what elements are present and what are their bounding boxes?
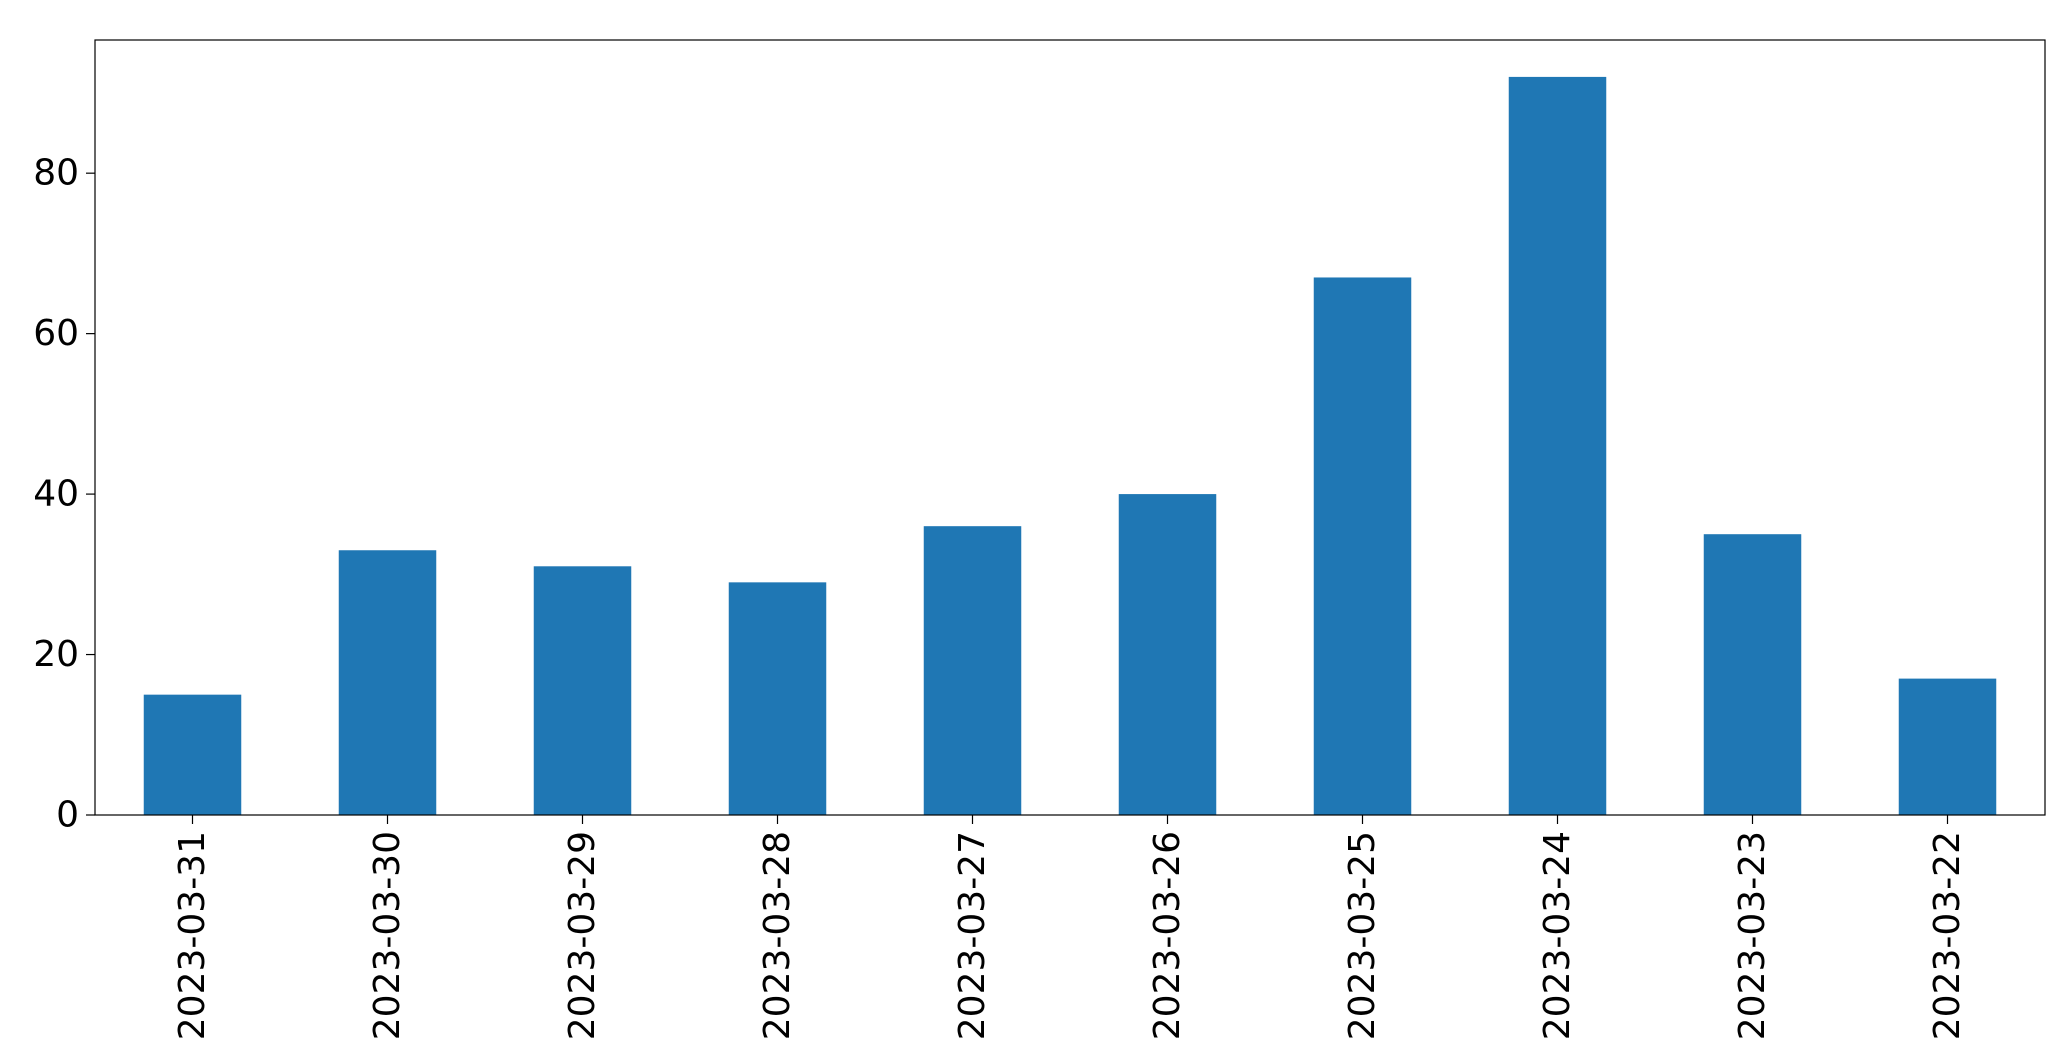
x-tick-label: 2023-03-28 <box>757 831 798 1040</box>
bars-layer <box>143 76 1997 816</box>
bar-2023-03-31 <box>143 694 242 815</box>
y-tick-label: 80 <box>33 153 79 194</box>
y-tick-label: 20 <box>33 634 79 675</box>
x-tick-label: 2023-03-31 <box>172 831 213 1040</box>
y-tick-label: 60 <box>33 313 79 354</box>
plot-frame <box>94 39 2046 816</box>
x-tick-label: 2023-03-26 <box>1147 831 1188 1040</box>
x-tick-label: 2023-03-22 <box>1927 831 1968 1040</box>
x-tick-label: 2023-03-29 <box>562 831 603 1040</box>
axes-layer <box>94 39 2046 816</box>
bar-2023-03-28 <box>728 582 827 815</box>
y-tick-label: 40 <box>33 474 79 515</box>
bar-2023-03-26 <box>1118 494 1217 815</box>
x-axis: 2023-03-31 2023-03-30 2023-03-29 2023-03-28… <box>172 815 1968 1040</box>
x-tick-label: 2023-03-27 <box>952 831 993 1040</box>
bar-2023-03-25 <box>1313 277 1412 816</box>
x-tick-label: 2023-03-25 <box>1342 831 1383 1040</box>
y-axis: 0 20 40 60 80 <box>33 153 95 836</box>
bar-2023-03-23 <box>1703 534 1802 815</box>
bar-2023-03-29 <box>533 566 632 815</box>
bar-2023-03-27 <box>923 526 1022 815</box>
bar-2023-03-24 <box>1508 76 1607 815</box>
x-tick-label: 2023-03-23 <box>1732 831 1773 1040</box>
x-tick-label: 2023-03-30 <box>367 831 408 1040</box>
bar-2023-03-22 <box>1898 678 1997 815</box>
y-tick-label: 0 <box>56 795 79 836</box>
x-tick-label: 2023-03-24 <box>1537 831 1578 1040</box>
bar-2023-03-30 <box>338 550 437 815</box>
